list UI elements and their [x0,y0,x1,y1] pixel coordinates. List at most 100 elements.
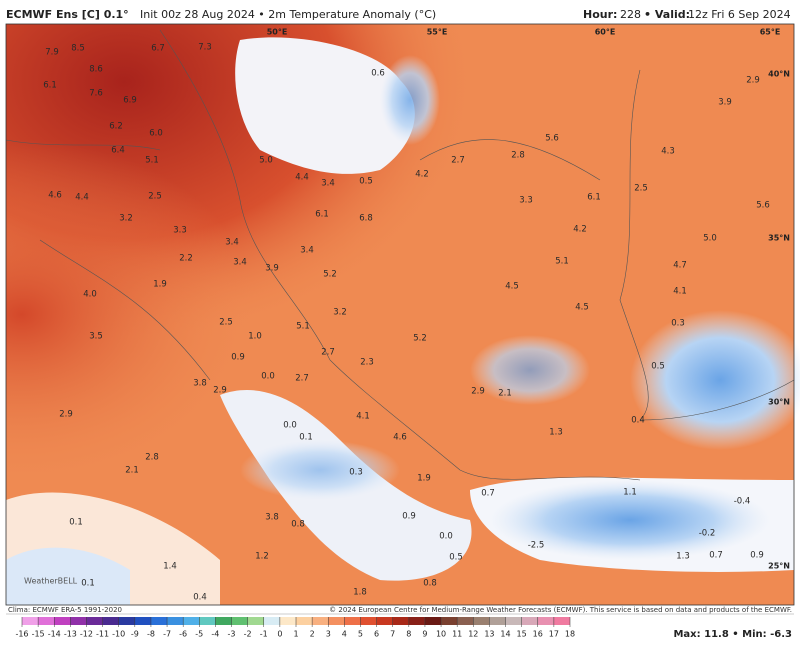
anomaly-label: 2.8 [511,151,525,161]
anomaly-label: -2.5 [528,541,545,551]
anomaly-label: 0.4 [193,593,207,603]
anomaly-label: 5.1 [145,156,159,166]
anomaly-label: 0.9 [402,512,416,522]
colorbar-label: 15 [517,630,527,639]
anomaly-label: 3.8 [193,379,207,389]
colorbar-label: 13 [484,630,494,639]
anomaly-label: 3.8 [265,513,279,523]
anomaly-label: 3.4 [321,179,335,189]
anomaly-label: 2.5 [219,318,233,328]
colorbar-label: 2 [310,630,315,639]
anomaly-label: 5.2 [413,334,427,344]
colorbar-swatch [392,617,409,625]
anomaly-label: 5.0 [703,234,717,244]
anomaly-label: 8.5 [71,44,85,54]
anomaly-label: 2.2 [179,254,193,264]
colorbar-label: 6 [374,630,379,639]
anomaly-label: 8.6 [89,65,103,75]
copyright: © 2024 European Centre for Medium-Range … [329,606,792,614]
anomaly-label: 0.7 [709,551,723,561]
anomaly-label: 0.0 [283,421,297,431]
anomaly-label: 0.6 [371,69,385,79]
anomaly-label: 5.1 [296,322,310,332]
colorbar-swatch [376,617,393,625]
colorbar-label: 12 [468,630,478,639]
colorbar-swatch [441,617,458,625]
colorbar-swatch [38,617,55,625]
anomaly-label: 2.3 [360,358,374,368]
colorbar-label: -1 [260,630,268,639]
anomaly-label: 6.1 [43,81,57,91]
hour: 228 [620,8,641,21]
anomaly-label: -0.2 [699,529,716,539]
colorbar-swatch [505,617,522,625]
colorbar-swatch [247,617,264,625]
anomaly-label: 4.2 [573,225,587,235]
anomaly-label: 2.5 [148,192,162,202]
anomaly-label: 1.3 [549,428,563,438]
anomaly-label: 4.6 [48,191,62,201]
anomaly-label: 0.8 [291,520,305,530]
colorbar-swatch [312,617,329,625]
anomaly-label: 0.1 [299,433,313,443]
anomaly-label: 5.6 [545,134,559,144]
colorbar-label: -9 [131,630,139,639]
colorbar-swatch [150,617,168,625]
anomaly-label: 0.1 [69,518,83,528]
anomaly-label: 5.6 [756,201,770,211]
longitude-label: 65°E [760,28,781,37]
colorbar-swatch [183,617,200,625]
colorbar-label: -16 [15,630,28,639]
anomaly-label: 5.1 [555,257,569,267]
anomaly-label: 1.1 [623,488,637,498]
anomaly-label: 0.9 [231,353,245,363]
anomaly-label: 0.3 [349,468,363,478]
colorbar-label: -10 [112,630,125,639]
anomaly-label: 3.5 [89,332,103,342]
colorbar-swatch [489,617,506,625]
anomaly-label: 2.9 [471,387,485,397]
colorbar-swatch [22,617,39,625]
anomaly-label: 7.9 [45,48,59,58]
hour-label: Hour: [583,8,617,21]
colorbar-label: 17 [549,630,559,639]
colorbar-label: 0 [277,630,282,639]
colorbar-label: 18 [565,630,575,639]
anomaly-label: 6.4 [111,146,125,156]
colorbar-label: 5 [358,630,363,639]
colorbar-swatch [473,617,490,625]
colorbar-label: 9 [422,630,427,639]
extremes: Max: 11.8 • Min: -6.3 [673,629,792,640]
title: ECMWF Ens [C] 0.1° [6,8,129,21]
anomaly-label: 1.2 [255,552,269,562]
anomaly-label: 0.1 [81,579,95,589]
anomaly-label: 3.4 [225,238,239,248]
anomaly-label: 4.7 [673,261,687,271]
anomaly-label: 0.4 [631,416,645,426]
colorbar-swatch [263,617,280,625]
anomaly-label: 4.5 [575,303,589,313]
valid: 12z Fri 6 Sep 2024 [688,8,791,21]
anomaly-label: 0.0 [261,372,275,382]
colorbar-swatch [457,617,474,625]
anomaly-label: 7.6 [89,89,103,99]
colorbar-label: -14 [48,630,61,639]
anomaly-label: 3.2 [333,308,347,318]
anomaly-label: 6.9 [123,96,137,106]
anomaly-label: 0.3 [671,319,685,329]
anomaly-label: 2.7 [321,348,335,358]
colorbar-label: -3 [228,630,236,639]
longitude-label: 60°E [595,28,616,37]
anomaly-label: 4.4 [295,173,309,183]
longitude-label: 50°E [267,28,288,37]
colorbar-label: -8 [147,630,155,639]
colorbar-label: 1 [293,630,298,639]
anomaly-label: 2.7 [295,374,309,384]
anomaly-label: 1.0 [248,332,262,342]
anomaly-label: 2.9 [746,76,760,86]
anomaly-label: 4.3 [661,147,675,157]
colorbar-label: -15 [32,630,45,639]
colorbar-swatch [102,617,119,625]
anomaly-label: 6.0 [149,129,163,139]
colorbar-label: -7 [163,630,171,639]
